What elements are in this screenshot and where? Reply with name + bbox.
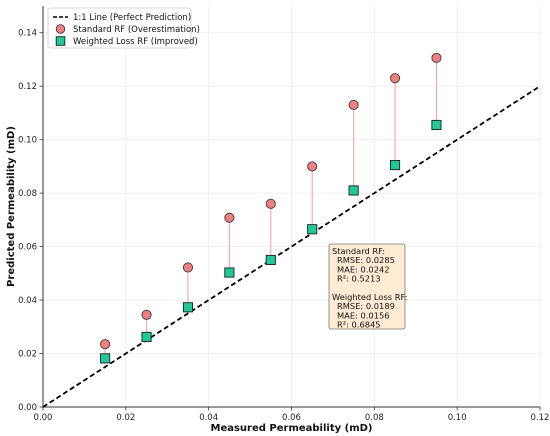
x-tick-label: 0.10 bbox=[448, 413, 467, 423]
stats-line: Weighted Loss RF: bbox=[332, 292, 407, 302]
standard-rf-point bbox=[348, 99, 359, 110]
standard-rf-point bbox=[224, 212, 235, 223]
legend-weighted-rf-swatch bbox=[55, 36, 66, 46]
legend-label-reference: 1:1 Line (Perfect Prediction) bbox=[73, 13, 191, 23]
x-axis-label: Measured Permeability (mD) bbox=[211, 423, 373, 434]
legend-standard-rf-swatch bbox=[55, 24, 66, 34]
y-tick-label: 0.12 bbox=[18, 82, 37, 92]
stats-annotation-box bbox=[328, 243, 406, 330]
standard-rf-point bbox=[389, 73, 401, 84]
x-tick-label: 0.02 bbox=[116, 413, 135, 423]
stats-line: RMSE: 0.0189 bbox=[337, 301, 395, 311]
stats-line: MAE: 0.0156 bbox=[337, 310, 390, 320]
y-tick-label: 0.06 bbox=[18, 243, 37, 253]
standard-rf-point bbox=[100, 339, 111, 350]
legend-box bbox=[47, 7, 192, 49]
x-tick-label: 0.06 bbox=[282, 413, 301, 423]
stats-line: MAE: 0.0242 bbox=[337, 264, 390, 274]
weighted-rf-point bbox=[182, 302, 194, 313]
weighted-rf-point bbox=[141, 331, 152, 343]
y-tick-label: 0.14 bbox=[18, 29, 37, 39]
stats-line: R²: 0.5213 bbox=[337, 274, 381, 284]
y-tick-label: 0.02 bbox=[18, 350, 37, 360]
standard-rf-point bbox=[182, 262, 194, 273]
weighted-rf-point bbox=[265, 254, 276, 266]
y-tick-label: 0.00 bbox=[18, 403, 37, 413]
stats-line: Standard RF: bbox=[332, 246, 385, 256]
weighted-rf-point bbox=[431, 119, 442, 131]
weighted-rf-point bbox=[348, 185, 359, 196]
weighted-rf-point bbox=[307, 224, 318, 235]
standard-rf-point bbox=[141, 309, 152, 320]
standard-rf-point bbox=[431, 52, 442, 63]
legend-label-weighted-rf: Weighted Loss RF (Improved) bbox=[73, 37, 198, 47]
weighted-rf-point bbox=[224, 267, 235, 278]
legend-label-standard-rf: Standard RF (Overestimation) bbox=[73, 25, 200, 35]
x-tick-label: 0.00 bbox=[34, 413, 53, 423]
x-tick-label: 0.08 bbox=[365, 413, 384, 423]
y-tick-label: 0.04 bbox=[18, 296, 37, 306]
y-tick-label: 0.10 bbox=[18, 136, 37, 146]
y-tick-label: 0.08 bbox=[18, 189, 37, 199]
stats-line: R²: 0.6845 bbox=[337, 320, 381, 330]
x-tick-label: 0.12 bbox=[531, 413, 550, 423]
reference-line-1-to-1 bbox=[42, 85, 541, 408]
stats-line: RMSE: 0.0285 bbox=[337, 255, 395, 265]
standard-rf-point bbox=[307, 161, 318, 172]
standard-rf-point bbox=[265, 198, 276, 209]
weighted-rf-point bbox=[100, 353, 111, 364]
x-tick-label: 0.04 bbox=[199, 413, 218, 423]
y-axis-label: Predicted Permeability (mD) bbox=[6, 126, 17, 287]
weighted-rf-point bbox=[389, 160, 401, 171]
